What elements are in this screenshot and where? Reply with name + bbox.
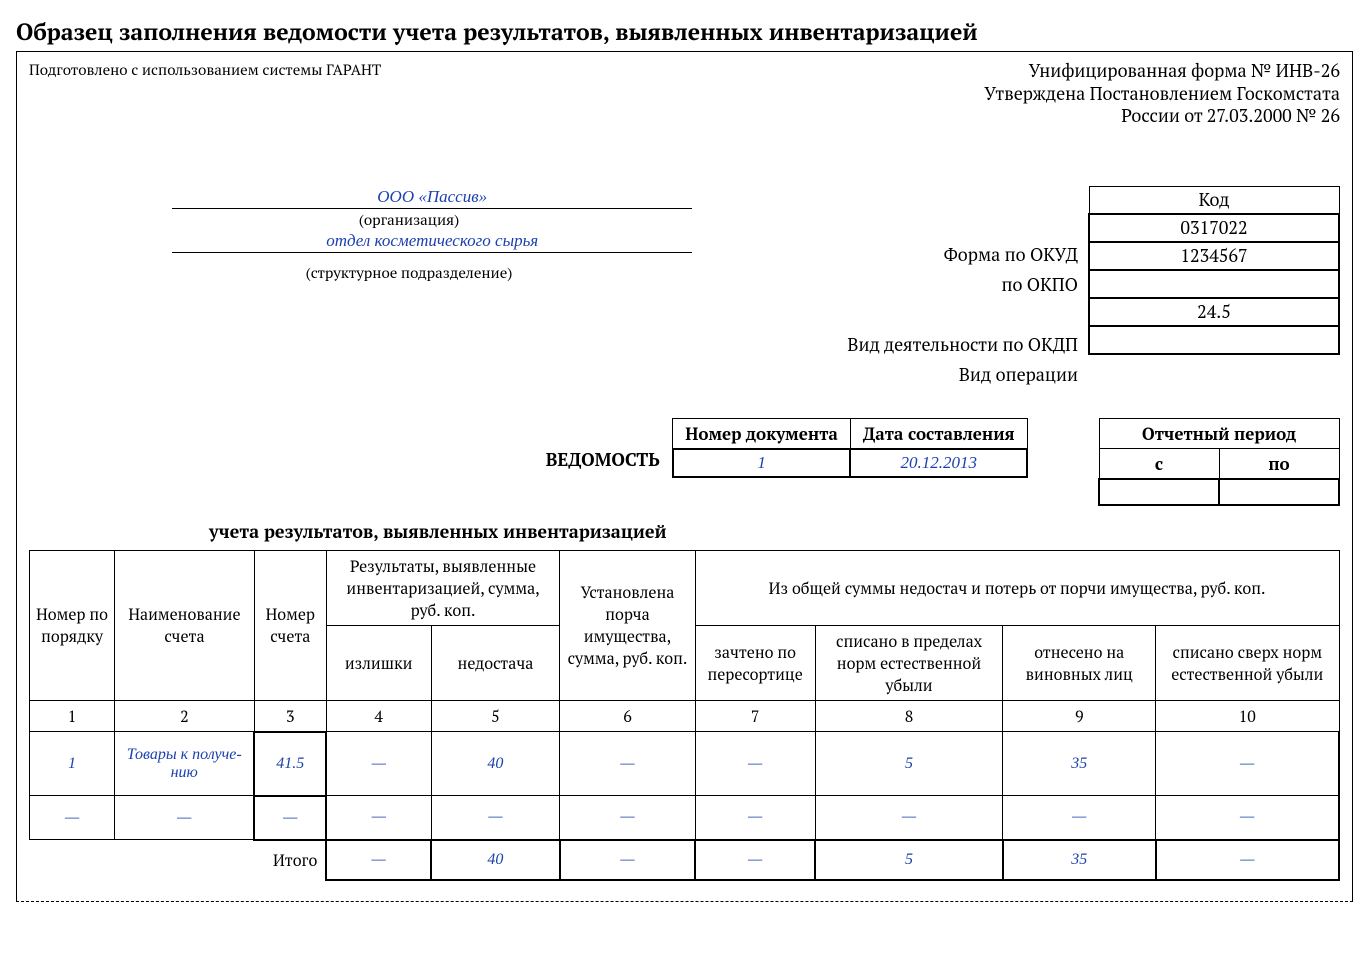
r1-acct: 41.5 [254, 732, 326, 796]
period-title: Отчетный период [1099, 418, 1339, 448]
r2-c10: — [1156, 796, 1339, 840]
num-3: 3 [254, 700, 326, 732]
approval-line-3: России от 27.03.2000 № 26 [984, 105, 1340, 128]
num-10: 10 [1156, 700, 1339, 732]
period-to-h: по [1219, 448, 1339, 479]
r2-c8: — [815, 796, 1003, 840]
r2-c4: — [326, 796, 431, 840]
col-5: недостача [431, 625, 560, 700]
code-oper [1089, 326, 1339, 354]
col-10: списано сверх норм естественной убыли [1156, 625, 1339, 700]
page-title: Образец заполнения ведомости учета резул… [16, 16, 1353, 47]
col-1: Номер по порядку [30, 550, 115, 700]
label-okpo: по ОКПО [847, 270, 1078, 300]
period-from [1099, 479, 1219, 505]
prepared-by: Подготовлено с использованием системы ГА… [29, 60, 381, 80]
t-c9: 35 [1003, 840, 1156, 880]
period-to [1219, 479, 1339, 505]
codes-table: Код 0317022 1234567 24.5 [1088, 186, 1340, 356]
department-caption: (структурное подразделение) [149, 263, 669, 283]
total-label: Итого [30, 840, 327, 880]
t-c5: 40 [431, 840, 560, 880]
docnum-table: Номер документа Дата составления 1 20.12… [672, 418, 1028, 478]
col-710-group: Из общей суммы недостач и потерь от порч… [695, 550, 1339, 625]
r1-c4: — [326, 732, 431, 796]
r2-c9: — [1003, 796, 1156, 840]
r2-n: — [30, 796, 115, 840]
r2-acct: — [254, 796, 326, 840]
num-8: 8 [815, 700, 1003, 732]
t-c10: — [1156, 840, 1339, 880]
t-c6: — [560, 840, 695, 880]
organization-caption: (организация) [149, 210, 669, 230]
num-1: 1 [30, 700, 115, 732]
t-c4: — [326, 840, 431, 880]
col-9: отнесено на виновных лиц [1003, 625, 1156, 700]
num-4: 4 [326, 700, 431, 732]
code-okpo: 1234567 [1089, 242, 1339, 270]
docnum-h1: Номер документа [673, 418, 851, 449]
col-6: Установлена порча имущества, сумма, руб.… [560, 550, 695, 700]
r1-c10: — [1156, 732, 1339, 796]
col-3: Номер счета [254, 550, 326, 700]
approval-block: Унифицированная форма № ИНВ-26 Утвержден… [984, 60, 1340, 128]
subtitle: учета результатов, выявленных инвентариз… [209, 520, 1340, 544]
r2-c7: — [695, 796, 815, 840]
r1-c6: — [560, 732, 695, 796]
num-6: 6 [560, 700, 695, 732]
code-okud: 0317022 [1089, 214, 1339, 242]
code-okdp: 24.5 [1089, 298, 1339, 326]
codes-block: Форма по ОКУД по ОКПО Вид деятельности п… [847, 186, 1340, 390]
document-sheet: Подготовлено с использованием системы ГА… [16, 51, 1353, 902]
col-4: излишки [326, 625, 431, 700]
approval-line-1: Унифицированная форма № ИНВ-26 [984, 60, 1340, 83]
r2-name: — [115, 796, 255, 840]
period-from-h: с [1099, 448, 1219, 479]
num-2: 2 [115, 700, 255, 732]
r2-c5: — [431, 796, 560, 840]
r2-c6: — [560, 796, 695, 840]
period-table: Отчетный период с по [1098, 418, 1340, 506]
col-45-group: Результаты, выявленные инвентаризацией, … [326, 550, 560, 625]
t-c7: — [695, 840, 815, 880]
r1-c9: 35 [1003, 732, 1156, 796]
r1-c5: 40 [431, 732, 560, 796]
approval-line-2: Утверждена Постановлением Госкомстата [984, 83, 1340, 106]
r1-c8: 5 [815, 732, 1003, 796]
organization-value: ООО «Пассив» [172, 186, 692, 209]
codes-header: Код [1089, 186, 1339, 214]
label-oper: Вид операции [847, 360, 1078, 390]
docnum-value: 1 [673, 449, 851, 477]
docdate-value: 20.12.2013 [850, 449, 1027, 477]
docnum-h2: Дата составления [850, 418, 1027, 449]
total-row: Итого — 40 — — 5 35 — [30, 840, 1340, 880]
r1-c7: — [695, 732, 815, 796]
col-8: списано в пределах норм естественной убы… [815, 625, 1003, 700]
r1-name: Товары к получе- нию [115, 732, 255, 796]
department-value: отдел косметического сырья [172, 230, 692, 253]
table-row: — — — — — — — — — — [30, 796, 1340, 840]
table-row: 1 Товары к получе- нию 41.5 — 40 — — 5 3… [30, 732, 1340, 796]
r1-n: 1 [30, 732, 115, 796]
t-c8: 5 [815, 840, 1003, 880]
num-7: 7 [695, 700, 815, 732]
label-okdp: Вид деятельности по ОКДП [847, 330, 1078, 360]
label-okud: Форма по ОКУД [847, 240, 1078, 270]
num-9: 9 [1003, 700, 1156, 732]
vedomost-label: ВЕДОМОСТЬ [546, 418, 672, 472]
num-5: 5 [431, 700, 560, 732]
main-table: Номер по порядку Наименование счета Номе… [29, 550, 1340, 881]
col-7: зачтено по пересортице [695, 625, 815, 700]
col-2: Наименование счета [115, 550, 255, 700]
code-blank [1089, 270, 1339, 298]
